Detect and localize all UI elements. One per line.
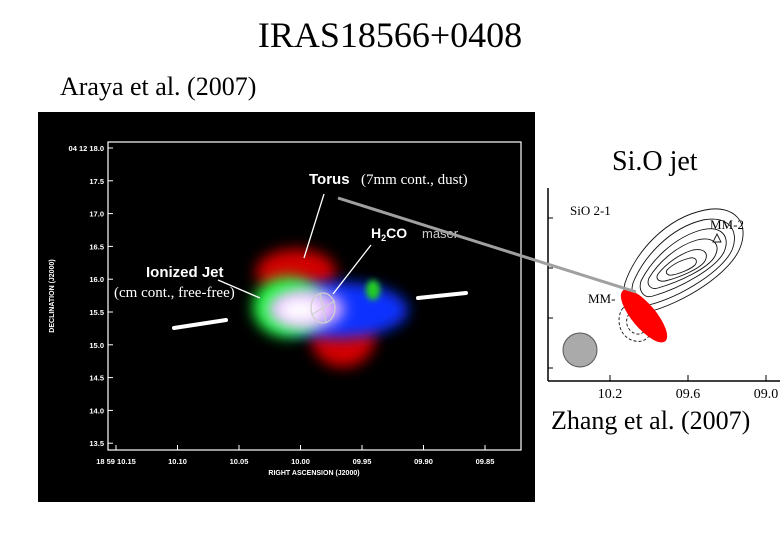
y-tick-label: 13.5 bbox=[89, 439, 104, 448]
maser-symbol bbox=[310, 292, 336, 324]
y-tick-label: 16.0 bbox=[89, 275, 104, 284]
x-tick-label: 10.10 bbox=[168, 457, 187, 466]
x-tick-label: 10.00 bbox=[291, 457, 310, 466]
sio-jet-title: Si.O jet bbox=[612, 146, 698, 177]
y-tick-label: 17.5 bbox=[89, 177, 104, 186]
x-axis-label: RIGHT ASCENSION (J2000) bbox=[268, 470, 359, 477]
x-tick-label: 09.85 bbox=[476, 457, 495, 466]
torus-pointer bbox=[303, 193, 325, 259]
mm2-label: MM-2 bbox=[710, 217, 744, 232]
y-tick-label: 14.0 bbox=[89, 406, 104, 415]
beam-ellipse bbox=[562, 332, 598, 368]
x-tick-label: 18 59 10.15 bbox=[96, 457, 136, 466]
torus-label: Torus bbox=[309, 171, 350, 188]
sio-jet-marker bbox=[620, 289, 668, 343]
zhang-sio-panel: SiO 2-1 MM-2 MM- 10.2 09.6 09.0 bbox=[545, 178, 780, 406]
x-axis-ticks: 18 59 10.15 10.10 10.05 10.00 09.95 09.90 09.8… bbox=[96, 445, 495, 466]
x-tick-label: 09.90 bbox=[414, 457, 433, 466]
jet-knot-east bbox=[416, 291, 468, 300]
mm1-label: MM- bbox=[588, 291, 615, 306]
panel-xtick-2: 09.6 bbox=[676, 387, 701, 402]
jet-pointer bbox=[217, 279, 261, 299]
y-tick-label: 17.0 bbox=[89, 210, 104, 219]
araya-map-panel: 18 59 10.15 10.10 10.05 10.00 09.95 09.90 09.8… bbox=[38, 112, 535, 502]
x-tick-label: 09.95 bbox=[353, 457, 372, 466]
y-tick-label: 04 12 18.0 bbox=[69, 144, 104, 153]
reference-araya: Araya et al. (2007) bbox=[60, 72, 257, 101]
reference-zhang: Zhang et al. (2007) bbox=[551, 406, 751, 435]
emission-blobs bbox=[253, 249, 408, 367]
ionized-jet-note: (cm cont., free-free) bbox=[114, 285, 235, 301]
jet-knot-west bbox=[172, 318, 228, 330]
sio-contours bbox=[623, 208, 744, 314]
y-tick-label: 15.0 bbox=[89, 341, 104, 350]
panel-xtick-3: 09.0 bbox=[754, 387, 779, 402]
y-axis-ticks: 04 12 18.0 17.5 17.0 16.5 16.0 15.5 15.0 14.5 14… bbox=[69, 144, 113, 448]
maser-label: maser bbox=[422, 226, 459, 241]
sio-transition-label: SiO 2-1 bbox=[570, 203, 611, 218]
slide-title: IRAS18566+0408 bbox=[257, 15, 523, 55]
ionized-jet-label: Ionized Jet bbox=[146, 264, 224, 281]
torus-note: (7mm cont., dust) bbox=[361, 172, 468, 188]
y-axis-label: DECLINATION (J2000) bbox=[49, 259, 56, 332]
panel-xtick-1: 10.2 bbox=[598, 387, 623, 402]
h2co-label: H2CO bbox=[371, 225, 407, 243]
map-frame bbox=[107, 141, 522, 451]
x-tick-label: 10.05 bbox=[230, 457, 249, 466]
y-tick-label: 15.5 bbox=[89, 308, 104, 317]
y-tick-label: 14.5 bbox=[89, 374, 104, 383]
y-tick-label: 16.5 bbox=[89, 242, 104, 251]
